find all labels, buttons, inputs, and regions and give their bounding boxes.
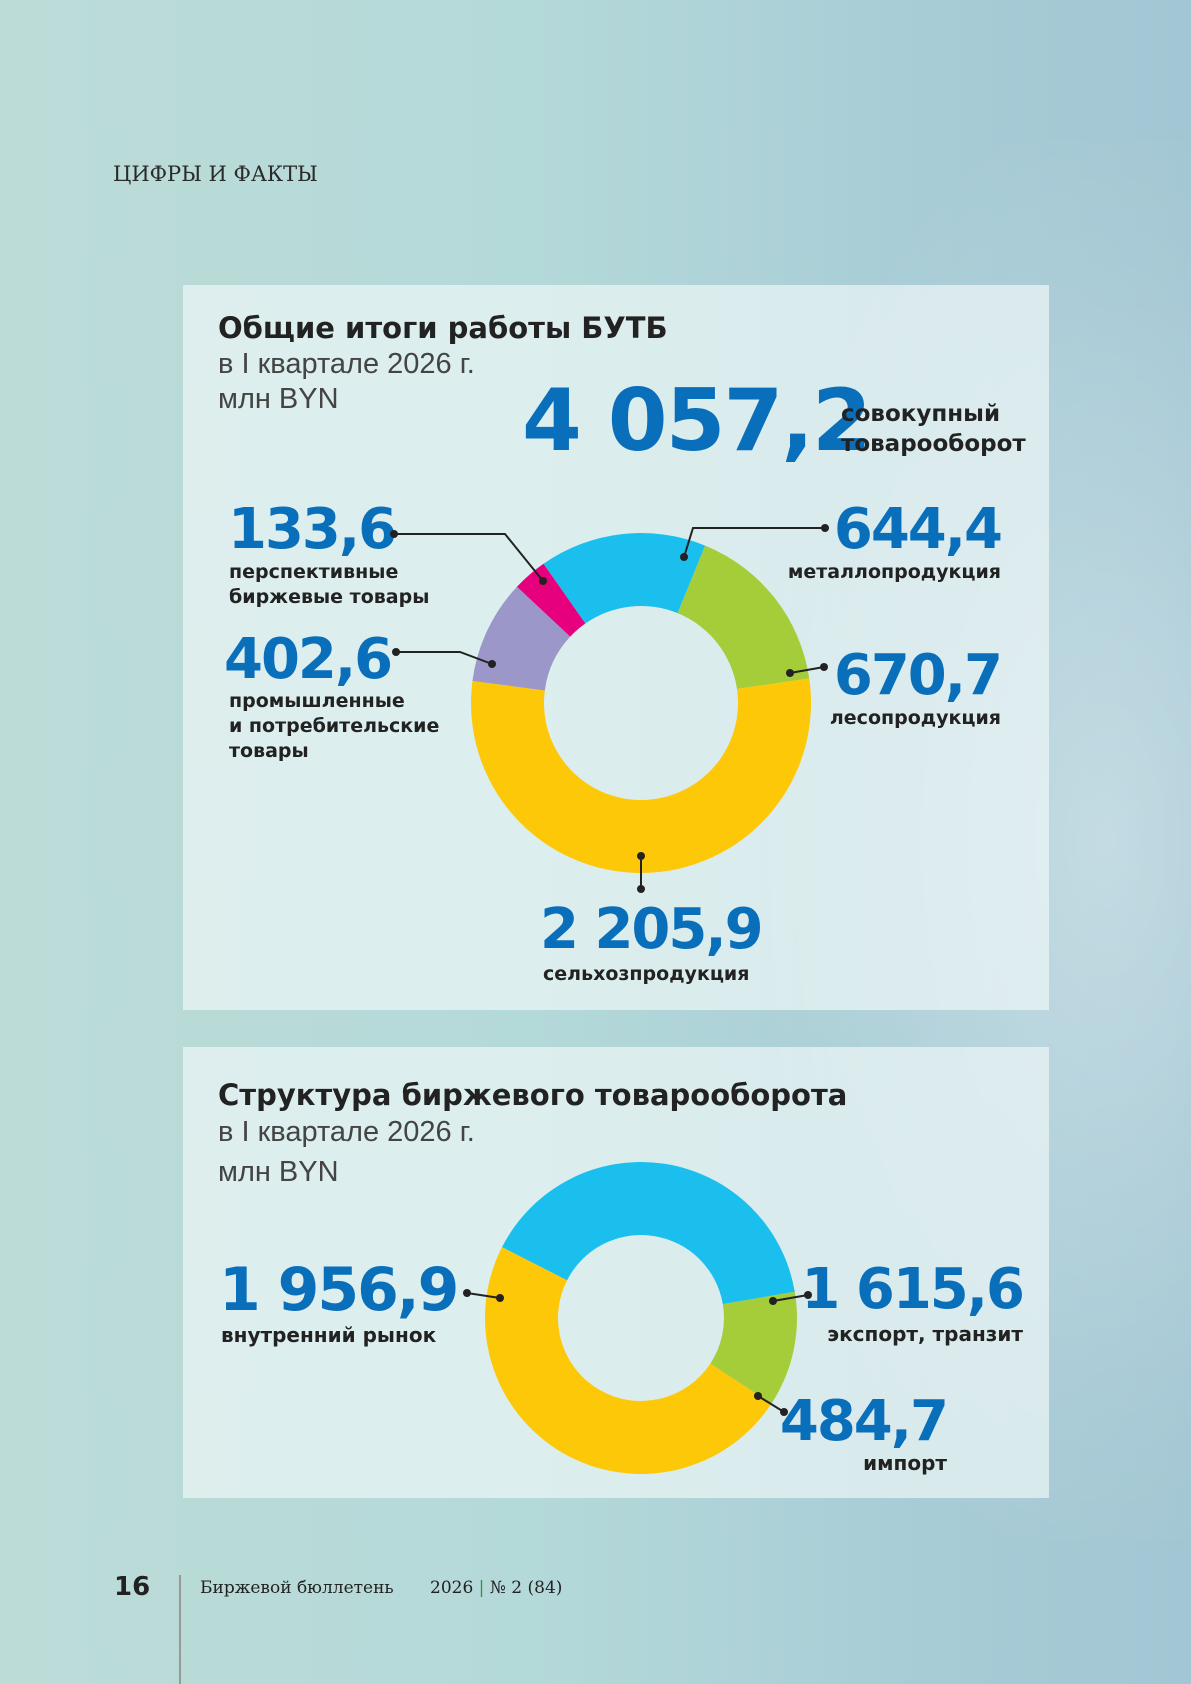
issue-number: № 2 (84) <box>489 1578 563 1598</box>
issue-info: 2026 | № 2 (84) <box>430 1578 562 1598</box>
summary-panel <box>183 285 1049 1010</box>
leader-dot <box>637 885 645 893</box>
value-export: 1 615,6 <box>801 1257 1025 1322</box>
leader-line-4 <box>789 666 825 674</box>
value-timber: 670,7 <box>833 643 1003 708</box>
leader-dot <box>488 660 496 668</box>
donut-chart-structure <box>484 1162 797 1475</box>
label-industrial-3: товары <box>229 740 309 762</box>
label-import: импорт <box>863 1451 947 1475</box>
total-label-2: товарооборот <box>841 431 1026 457</box>
section-header: ЦИФРЫ И ФАКТЫ <box>113 162 318 186</box>
label-promising-2: биржевые товары <box>229 586 430 608</box>
label-timber: лесопродукция <box>829 707 1001 729</box>
value-domestic: 1 956,9 <box>219 1255 459 1325</box>
leader-dot <box>780 1408 788 1416</box>
total-value: 4 057,2 <box>522 371 872 471</box>
leader-line-7 <box>772 1294 809 1302</box>
leader-line-8 <box>757 1395 785 1413</box>
donut-slice-5 <box>516 563 586 637</box>
footer-divider <box>179 1575 181 1684</box>
value-import: 484,7 <box>779 1389 949 1454</box>
label-industrial-2: и потребительские <box>229 715 440 737</box>
label-metal: металлопродукция <box>787 561 1001 583</box>
donut-slice-3 <box>471 678 811 874</box>
magazine-name: Биржевой бюллетень <box>200 1578 394 1598</box>
leader-dot <box>820 663 828 671</box>
leader-line-1 <box>394 533 544 582</box>
leader-dot <box>539 577 547 585</box>
donut-chart-summary <box>471 532 811 874</box>
leader-line-3 <box>683 527 825 558</box>
leader-dot <box>754 1392 762 1400</box>
donut-slice-1 <box>502 1162 795 1305</box>
chart1-unit: млн BYN <box>218 383 339 415</box>
label-export: экспорт, транзит <box>827 1322 1023 1346</box>
value-industrial: 402,6 <box>224 627 393 692</box>
value-promising: 133,6 <box>228 497 397 562</box>
chart1-title: Общие итоги работы БУТБ <box>218 311 668 345</box>
leader-line-2 <box>396 651 493 665</box>
leader-lines <box>390 524 829 1416</box>
chart2-title: Структура биржевого товарооборота <box>218 1078 848 1112</box>
value-metal: 644,4 <box>833 497 1003 562</box>
label-industrial-1: промышленные <box>229 690 405 712</box>
total-label-1: совокупный <box>841 401 1001 427</box>
leader-dot <box>637 852 645 860</box>
label-promising-1: перспективные <box>229 561 399 583</box>
donut-slice-2 <box>677 545 810 689</box>
leader-dot <box>463 1289 471 1297</box>
leader-dot <box>390 530 398 538</box>
issue-year: 2026 <box>430 1578 474 1598</box>
issue-separator: | <box>478 1578 485 1598</box>
leader-dot <box>821 524 829 532</box>
chart1-subtitle: в I квартале 2026 г. <box>218 348 475 380</box>
chart2-subtitle: в I квартале 2026 г. <box>218 1116 475 1148</box>
leader-dot <box>680 553 688 561</box>
donut-slice-4 <box>472 586 571 691</box>
label-agri: сельхозпродукция <box>543 963 750 985</box>
donut-slice-2 <box>710 1291 797 1404</box>
leader-dot <box>786 669 794 677</box>
leader-line-6 <box>466 1292 501 1299</box>
leader-dot <box>769 1297 777 1305</box>
chart2-unit: млн BYN <box>218 1156 339 1188</box>
donut-slice-1 <box>543 532 706 624</box>
leader-dot <box>804 1291 812 1299</box>
label-domestic: внутренний рынок <box>221 1323 437 1347</box>
leader-dot <box>496 1294 504 1302</box>
donut-slice-3 <box>484 1247 772 1475</box>
leader-dot <box>392 648 400 656</box>
value-agri: 2 205,9 <box>540 897 764 962</box>
page-number: 16 <box>114 1572 151 1602</box>
